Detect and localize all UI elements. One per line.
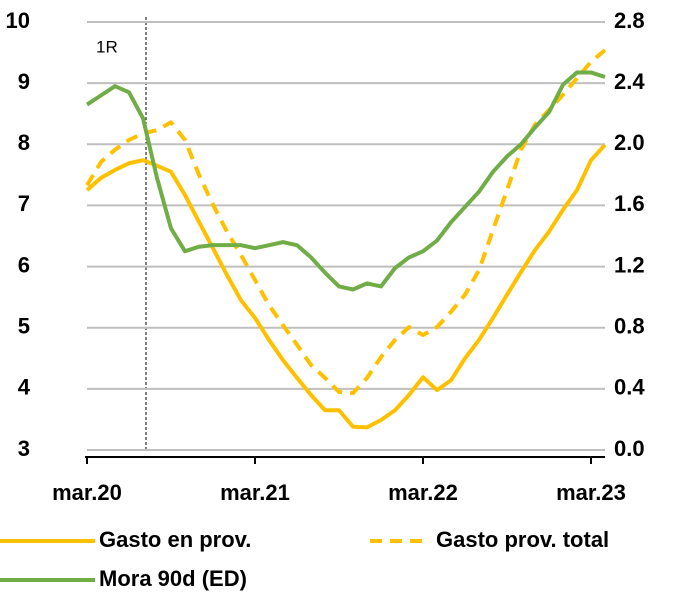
x-tick-label: mar.22 [388,480,458,505]
y-tick-label: 6 [18,252,30,277]
x-tick-label: mar.23 [556,480,626,505]
series-line [85,143,607,430]
y2-tick-label: 2.4 [614,69,645,94]
y-tick-label: 7 [18,191,30,216]
legend-label: Gasto prov. total [436,527,609,552]
y-tick-label: 8 [18,130,30,155]
series-line [85,70,606,292]
y-tick-label: 10 [6,8,30,33]
x-tick-label: mar.21 [220,480,290,505]
y2-tick-label: 0.4 [614,375,645,400]
annotation: 1R [96,37,118,56]
y2-tick-label: 1.2 [614,252,645,277]
y2-tick-label: 2.0 [614,130,645,155]
y-tick-label: 4 [18,375,31,400]
y2-tick-label: 0.0 [614,436,645,461]
y-tick-label: 9 [18,69,30,94]
y-tick-label: 5 [18,314,30,339]
series-line [85,48,607,396]
y-tick-label: 3 [18,436,30,461]
x-tick-label: mar.20 [52,480,122,505]
y2-tick-label: 0.8 [614,314,645,339]
legend-label: Mora 90d (ED) [99,566,247,591]
y2-tick-label: 1.6 [614,191,645,216]
y2-tick-label: 2.8 [614,8,645,33]
legend-label: Gasto en prov. [99,527,251,552]
